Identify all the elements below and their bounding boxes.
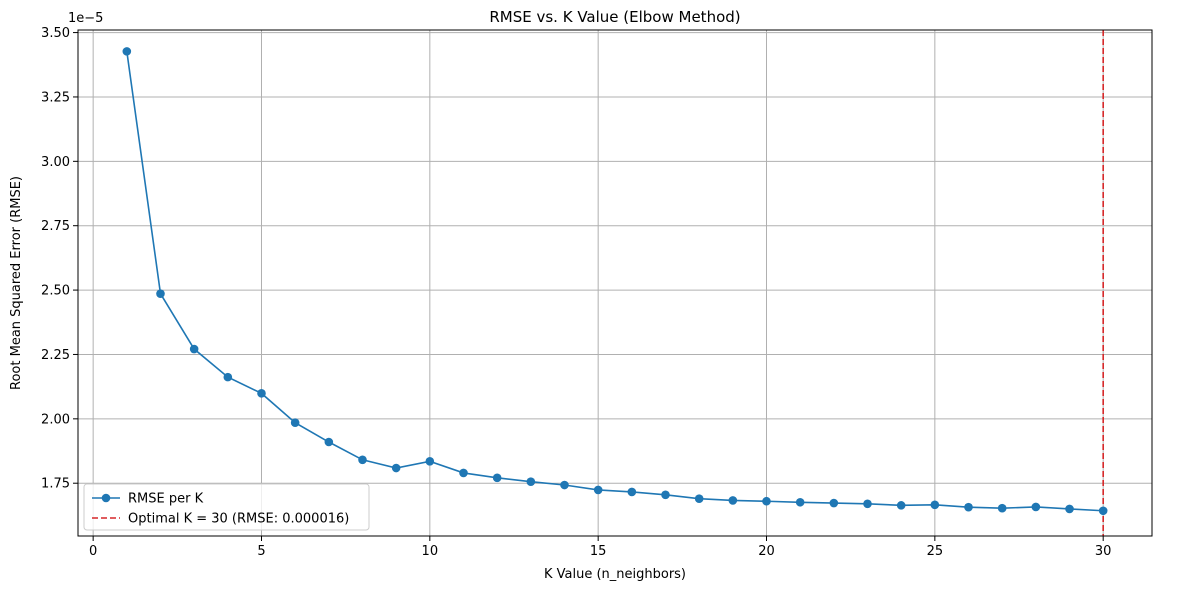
x-tick-label: 15 <box>590 544 607 559</box>
rmse-data-point <box>593 485 603 495</box>
rmse-data-point <box>391 463 401 473</box>
legend-series-marker <box>101 493 111 503</box>
rmse-data-point <box>1031 502 1041 512</box>
y-tick-label: 3.50 <box>41 26 70 41</box>
y-tick-label: 2.50 <box>41 284 70 299</box>
rmse-data-point <box>930 500 940 510</box>
rmse-data-point <box>492 473 502 483</box>
y-axis-label: Root Mean Squared Error (RMSE) <box>9 176 24 390</box>
chart-title: RMSE vs. K Value (Elbow Method) <box>489 8 740 26</box>
rmse-data-point <box>964 502 973 512</box>
grid <box>78 30 1152 536</box>
rmse-data-point <box>863 499 872 509</box>
rmse-data-point <box>795 497 805 507</box>
rmse-data-point <box>122 47 132 56</box>
rmse-data-point <box>459 468 468 478</box>
rmse-data-point <box>257 389 266 398</box>
rmse-data-point <box>896 501 906 510</box>
y-tick-label: 2.00 <box>41 412 70 427</box>
rmse-data-point <box>728 496 738 505</box>
plot-frame <box>77 29 1153 537</box>
series <box>122 47 1108 516</box>
rmse-data-point <box>694 494 704 503</box>
rmse-data-point <box>189 344 199 354</box>
rmse-data-point <box>526 477 536 486</box>
rmse-data-point <box>829 498 839 508</box>
y-tick-label: 1.75 <box>41 477 70 492</box>
legend-ref-label: Optimal K = 30 (RMSE: 0.000016) <box>128 512 349 527</box>
rmse-data-point <box>358 455 367 465</box>
x-tick-label: 0 <box>89 544 97 559</box>
legend-series-label: RMSE per K <box>128 492 204 507</box>
y-tick-label: 2.75 <box>41 219 70 234</box>
rmse-series-line <box>126 51 1104 512</box>
rmse-data-point <box>290 418 300 427</box>
rmse-data-point <box>1065 504 1074 514</box>
legend: RMSE per K Optimal K = 30 (RMSE: 0.000016… <box>83 483 370 531</box>
x-tick-label: 20 <box>758 544 775 559</box>
rmse-data-point <box>223 372 233 382</box>
y-tick-label: 2.25 <box>41 348 70 363</box>
axis-ticks: 0 5 10 15 20 25 30 1.75 2.00 2.25 2.50 2.75 3.00 3.25… <box>41 26 1111 559</box>
legend-box <box>83 483 370 531</box>
rmse-data-point <box>997 503 1007 513</box>
x-axis-label: K Value (n_neighbors) <box>544 567 686 582</box>
x-tick-label: 30 <box>1095 544 1112 559</box>
rmse-data-point <box>425 457 435 466</box>
rmse-data-point <box>762 496 771 506</box>
y-axis-offset-text: 1e−5 <box>68 11 103 26</box>
x-tick-label: 25 <box>927 544 944 559</box>
y-tick-label: 3.25 <box>41 90 70 105</box>
x-tick-label: 5 <box>257 544 265 559</box>
rmse-data-point <box>1098 506 1108 516</box>
rmse-data-point <box>661 490 670 500</box>
x-tick-label: 10 <box>422 544 439 559</box>
rmse-data-point <box>156 289 165 298</box>
rmse-data-point <box>560 480 569 490</box>
rmse-data-point <box>627 487 637 497</box>
rmse-data-point <box>324 437 334 447</box>
y-tick-label: 3.00 <box>41 155 70 170</box>
